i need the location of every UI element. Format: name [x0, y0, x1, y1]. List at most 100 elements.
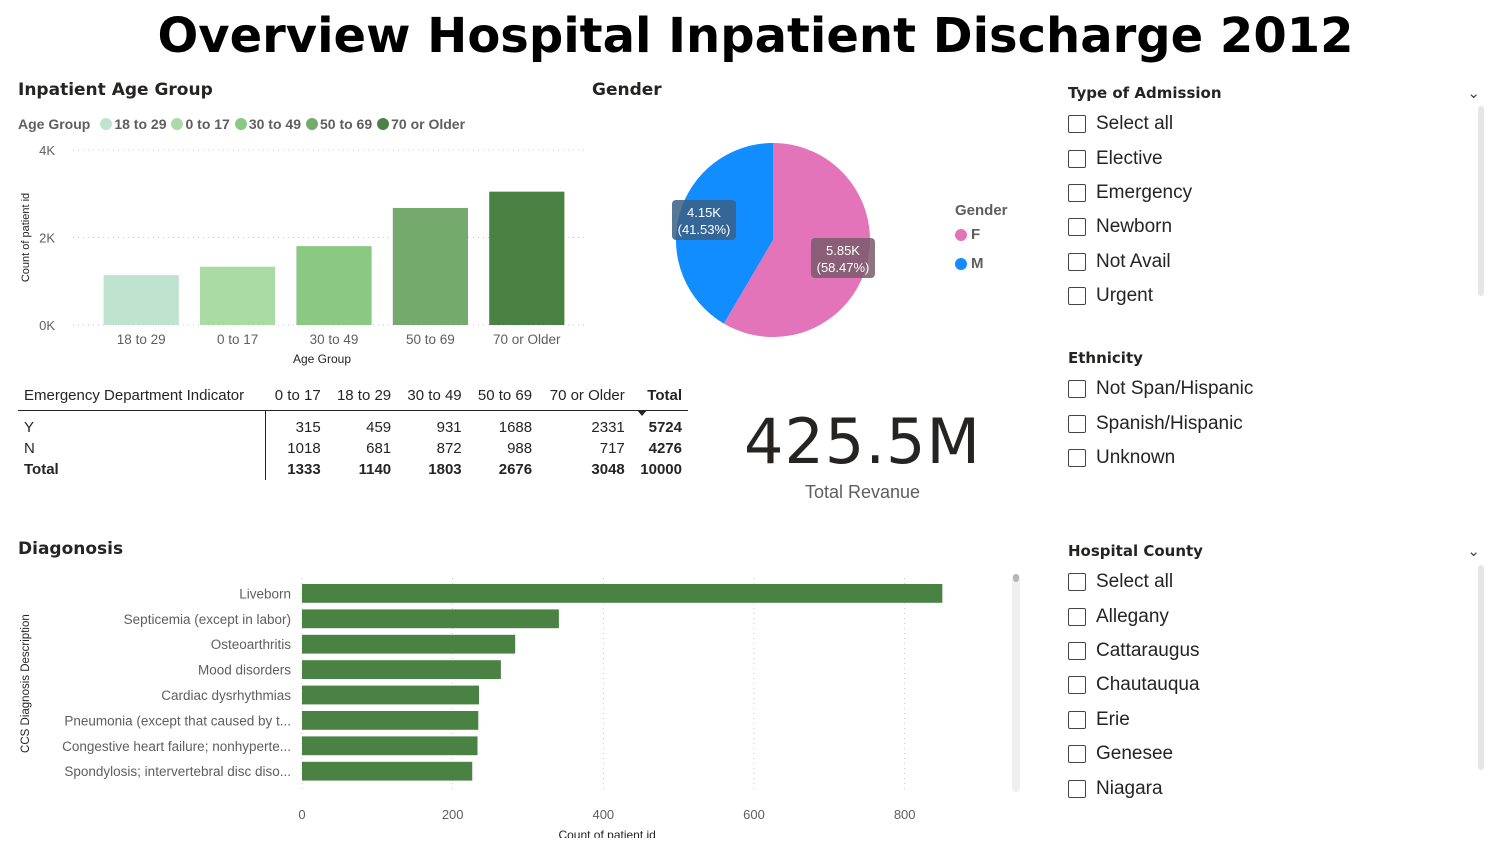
checkbox[interactable] — [1068, 745, 1086, 764]
x-tick-label: 0 to 17 — [217, 332, 258, 347]
age-legend-item[interactable]: 30 to 49 — [234, 116, 301, 132]
matrix-column-header[interactable]: 30 to 49 — [397, 383, 468, 411]
diagnosis-scrollbar[interactable] — [1012, 574, 1020, 792]
slicer-option[interactable]: Niagara — [1068, 771, 1468, 805]
checkbox[interactable] — [1068, 607, 1086, 626]
age-legend-item[interactable]: 0 to 17 — [171, 116, 230, 132]
slicer-option[interactable]: Emergency — [1068, 176, 1192, 210]
age-legend-item[interactable]: 50 to 69 — [305, 116, 372, 132]
checkbox[interactable] — [1068, 115, 1086, 134]
diagnosis-bar-chart: 0 200 400 600 800 Liveborn Septicemia (except … — [20, 574, 1020, 838]
ethnicity-slicer-title: Ethnicity — [1068, 349, 1143, 367]
pie-slice-f[interactable] — [723, 143, 870, 337]
y-tick-label: 2K — [39, 231, 55, 246]
checkbox[interactable] — [1068, 710, 1086, 729]
gender-legend-item[interactable]: M — [955, 255, 984, 272]
diagnosis-scrollbar-thumb[interactable] — [1013, 574, 1019, 582]
matrix-column-header[interactable]: 70 or Older — [538, 383, 631, 411]
slicer-option[interactable]: Elective — [1068, 141, 1192, 175]
slicer-option[interactable]: Not Span/Hispanic — [1068, 372, 1253, 406]
chevron-down-icon[interactable]: ⌄ — [1467, 85, 1480, 102]
slicer-option[interactable]: Select all — [1068, 565, 1468, 599]
diagnosis-bar[interactable] — [302, 711, 479, 730]
matrix-cell: 681 — [366, 440, 392, 457]
matrix-column-header[interactable]: 50 to 69 — [467, 383, 539, 411]
slicer-option[interactable]: Newborn — [1068, 210, 1192, 244]
slicer-option-label: Urgent — [1096, 285, 1154, 307]
pie-data-label: 4.15K (41.53%) — [672, 200, 736, 240]
bar-0-to-17[interactable] — [200, 266, 276, 325]
slicer-option[interactable]: Genesee — [1068, 737, 1468, 771]
matrix-column-header[interactable]: 18 to 29 — [326, 383, 398, 411]
county-slicer-title: Hospital County — [1068, 542, 1203, 560]
bar-50-to-69[interactable] — [392, 207, 468, 325]
pie-label-percent: (41.53%) — [678, 222, 731, 237]
county-scrollbar[interactable] — [1478, 565, 1484, 770]
pie-data-label: 5.85K (58.47%) — [811, 238, 875, 278]
slicer-option-label: Unknown — [1096, 446, 1176, 468]
age-legend-item[interactable]: 70 or Older — [377, 116, 465, 132]
slicer-option-label: Newborn — [1096, 216, 1173, 238]
sort-descending-icon[interactable] — [636, 410, 647, 416]
diagnosis-chart-title: Diagonosis — [18, 539, 124, 559]
slicer-option[interactable]: Allegany — [1068, 599, 1468, 633]
diagnosis-bar[interactable] — [302, 634, 516, 654]
checkbox[interactable] — [1068, 183, 1086, 202]
bar-30-to-49[interactable] — [296, 246, 372, 325]
checkbox[interactable] — [1068, 641, 1086, 660]
admission-scrollbar[interactable] — [1478, 106, 1484, 296]
slicer-option[interactable]: Select all — [1068, 107, 1192, 141]
checkbox[interactable] — [1068, 380, 1086, 399]
checkbox[interactable] — [1068, 414, 1086, 433]
matrix-cell: 872 — [436, 440, 462, 457]
checkbox[interactable] — [1068, 252, 1086, 271]
y-tick-label: Pneumonia (except that caused by t... — [64, 713, 291, 728]
slicer-option[interactable]: Unknown — [1068, 441, 1253, 475]
bar-70-or-older[interactable] — [489, 191, 565, 325]
legend-dot-icon — [377, 118, 390, 130]
slicer-option[interactable]: Not Avail — [1068, 245, 1192, 279]
checkbox[interactable] — [1068, 218, 1086, 237]
legend-dot-icon — [100, 118, 113, 130]
slicer-option[interactable]: Chautauqua — [1068, 668, 1468, 702]
y-tick-label: 0K — [39, 318, 55, 333]
checkbox[interactable] — [1068, 287, 1086, 306]
gender-chart-title: Gender — [592, 80, 662, 100]
age-legend-item[interactable]: 18 to 29 — [100, 116, 166, 132]
chevron-down-icon[interactable]: ⌄ — [1467, 543, 1480, 560]
slicer-option-label: Niagara — [1096, 777, 1163, 799]
y-tick-label: Liveborn — [239, 586, 291, 601]
matrix-column-header[interactable]: 0 to 17 — [265, 383, 327, 411]
slicer-option-label: Genesee — [1096, 743, 1174, 765]
slicer-option[interactable]: Urgent — [1068, 279, 1192, 313]
slicer-option[interactable]: Erie — [1068, 703, 1468, 737]
checkbox[interactable] — [1068, 676, 1086, 695]
checkbox[interactable] — [1068, 448, 1086, 467]
slicer-option-label: Emergency — [1096, 181, 1193, 203]
bar-18-to-29[interactable] — [103, 275, 179, 325]
checkbox[interactable] — [1068, 573, 1086, 592]
diagnosis-bar[interactable] — [302, 736, 478, 756]
diagnosis-bar[interactable] — [302, 761, 473, 781]
county-slicer-header: Hospital County ⌄ — [1068, 542, 1480, 560]
diagnosis-bar[interactable] — [302, 609, 559, 629]
matrix-column-header[interactable]: Emergency Department Indicator — [18, 383, 266, 411]
slicer-option[interactable]: Spanish/Hispanic — [1068, 406, 1253, 440]
x-tick-label: 200 — [442, 807, 464, 822]
x-axis-label: Count of patient id — [558, 828, 655, 838]
admission-slicer: Select all Elective Emergency Newborn Not Av… — [1068, 107, 1192, 313]
matrix-row-header: Y — [18, 410, 266, 438]
checkbox[interactable] — [1068, 779, 1086, 798]
diagnosis-bar[interactable] — [302, 584, 943, 603]
diagnosis-bar[interactable] — [302, 660, 501, 679]
age-chart-title: Inpatient Age Group — [18, 80, 213, 100]
gender-legend-item[interactable]: F — [955, 226, 984, 243]
slicer-option[interactable]: Cattaraugus — [1068, 634, 1468, 668]
checkbox[interactable] — [1068, 149, 1086, 168]
matrix-cell: 1333 — [287, 461, 321, 478]
matrix-total-row: Total 1333 1140 1803 2676 3048 10000 — [18, 459, 688, 480]
matrix-cell: 717 — [599, 440, 625, 457]
diagnosis-bar[interactable] — [302, 685, 480, 705]
y-tick-label: Spondylosis; intervertebral disc diso... — [64, 764, 291, 779]
matrix-column-header[interactable]: Total — [630, 383, 688, 416]
